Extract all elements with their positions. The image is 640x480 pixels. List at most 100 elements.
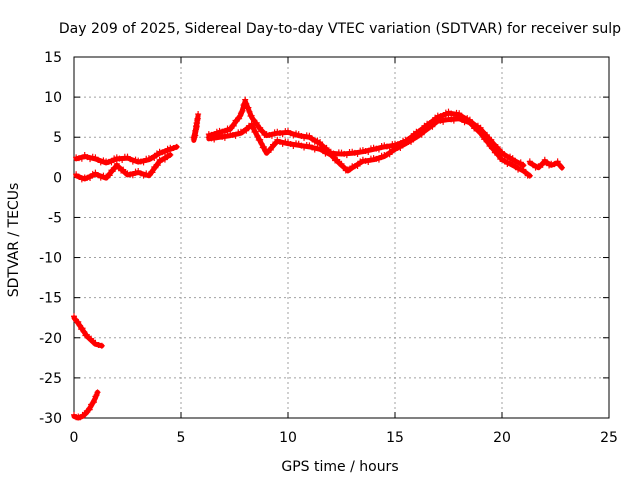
data-point xyxy=(243,127,250,134)
data-point xyxy=(493,148,500,155)
data-point xyxy=(501,151,508,158)
data-point xyxy=(89,153,96,160)
data-point xyxy=(383,143,390,150)
data-point xyxy=(124,170,131,177)
data-point xyxy=(111,155,118,162)
data-point xyxy=(140,159,147,166)
data-point xyxy=(135,157,142,164)
data-point xyxy=(343,152,350,159)
data-point xyxy=(230,122,237,129)
data-point xyxy=(429,123,436,130)
data-point xyxy=(106,172,113,179)
series-2 xyxy=(190,111,202,143)
data-point xyxy=(78,155,85,162)
data-point xyxy=(100,157,107,164)
data-point xyxy=(76,322,83,329)
x-tick-label: 0 xyxy=(70,430,79,446)
data-point xyxy=(235,129,242,136)
data-point xyxy=(378,152,385,159)
data-point xyxy=(499,155,505,162)
data-point xyxy=(164,145,171,152)
data-point xyxy=(378,142,385,149)
data-point xyxy=(87,175,94,182)
data-point xyxy=(254,132,261,139)
data-point xyxy=(309,135,316,142)
data-point xyxy=(248,120,255,127)
data-point xyxy=(86,406,93,413)
data-point xyxy=(434,116,441,123)
data-point xyxy=(115,164,122,171)
data-point xyxy=(245,104,252,111)
data-point xyxy=(293,130,300,137)
data-point xyxy=(240,102,247,109)
data-point xyxy=(88,335,95,342)
x-axis-label: GPS time / hours xyxy=(281,459,398,475)
data-point xyxy=(258,140,265,147)
chart-title: Day 209 of 2025, Sidereal Day-to-day VTE… xyxy=(59,21,621,37)
data-point xyxy=(418,131,425,138)
data-point xyxy=(466,118,473,125)
data-point xyxy=(95,341,102,348)
data-point xyxy=(92,393,99,400)
data-point xyxy=(161,156,168,163)
data-point xyxy=(170,145,177,152)
data-point xyxy=(370,144,377,151)
y-tick-label: 5 xyxy=(53,130,62,146)
x-tick-label: 15 xyxy=(386,430,404,446)
data-point xyxy=(261,143,268,150)
y-tick-label: -25 xyxy=(39,371,62,387)
data-point xyxy=(248,112,255,119)
data-point xyxy=(149,169,156,176)
data-point xyxy=(108,159,115,166)
data-point xyxy=(253,119,260,126)
data-point xyxy=(271,129,278,136)
data-point xyxy=(306,132,313,139)
data-point xyxy=(267,146,274,153)
data-point xyxy=(522,169,529,176)
data-point xyxy=(75,318,82,325)
data-point xyxy=(113,160,120,167)
data-point xyxy=(224,125,231,132)
y-axis-label: SDTVAR / TECUs xyxy=(6,183,22,298)
data-point xyxy=(219,133,226,140)
series-7 xyxy=(71,389,101,421)
data-point xyxy=(338,149,345,156)
data-point xyxy=(154,162,161,169)
data-point xyxy=(120,166,127,173)
axis-ticks: 0 5 10 15 20 25 -30 -25 -20 -15 -10 -5 0 5 10 15 xyxy=(39,50,618,446)
data-point xyxy=(246,108,253,115)
data-point xyxy=(92,339,99,346)
data-point xyxy=(359,147,366,154)
data-point xyxy=(375,156,382,163)
data-point xyxy=(268,132,275,139)
data-point xyxy=(317,139,324,146)
data-point xyxy=(327,150,334,157)
data-point xyxy=(192,127,199,134)
data-point xyxy=(192,123,199,130)
data-point xyxy=(450,117,457,124)
data-point xyxy=(517,159,524,166)
data-point xyxy=(473,124,480,131)
data-point xyxy=(482,135,489,142)
data-point xyxy=(469,121,476,128)
data-point xyxy=(512,163,519,170)
data-point xyxy=(477,128,484,135)
data-point xyxy=(276,130,283,137)
data-point xyxy=(243,100,250,107)
series-0 xyxy=(73,143,180,166)
data-point xyxy=(509,160,516,167)
y-tick-label: -15 xyxy=(39,291,62,307)
data-point xyxy=(137,158,144,165)
data-point xyxy=(236,115,243,122)
data-point xyxy=(219,128,226,135)
data-point xyxy=(167,151,174,158)
y-tick-label: 0 xyxy=(53,170,62,186)
data-point xyxy=(205,134,212,141)
data-point xyxy=(351,149,358,156)
data-point xyxy=(539,161,546,168)
data-point xyxy=(490,145,497,152)
data-point xyxy=(119,156,126,163)
data-point xyxy=(442,109,449,116)
data-point xyxy=(113,154,120,161)
data-point xyxy=(266,132,273,139)
